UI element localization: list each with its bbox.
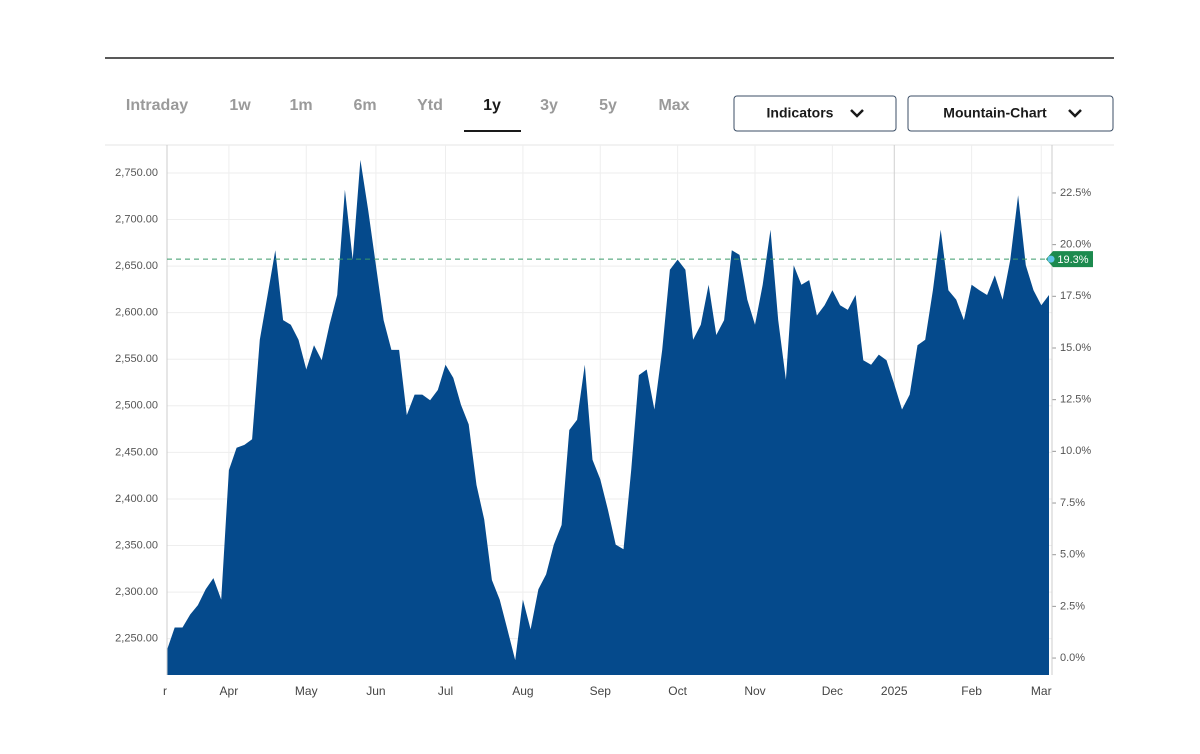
- y2-tick-label: 22.5%: [1060, 187, 1091, 199]
- x-tick-label: May: [295, 684, 318, 698]
- tab[interactable]: Intraday: [126, 97, 188, 114]
- y2-tick-label: 7.5%: [1060, 497, 1085, 509]
- x-tick-label: Mar: [1031, 684, 1052, 698]
- tab[interactable]: Ytd: [417, 97, 443, 114]
- y-tick-label: 2,300.00: [115, 586, 158, 598]
- indicators-button[interactable]: [733, 95, 897, 132]
- badge-label: 19.3%: [1057, 254, 1088, 266]
- y2-tick-label: 17.5%: [1060, 290, 1091, 302]
- y-tick-label: 2,500.00: [115, 400, 158, 412]
- y-tick-label: 2,400.00: [115, 493, 158, 505]
- y-tick-label: 2,450.00: [115, 446, 158, 458]
- y-tick-label: 2,750.00: [115, 167, 158, 179]
- y-tick-label: 2,650.00: [115, 260, 158, 272]
- button-label[interactable]: Indicators: [767, 105, 834, 121]
- x-tick-label: Dec: [822, 684, 843, 698]
- tab[interactable]: 1y: [483, 97, 501, 114]
- x-tick-label: Oct: [668, 684, 687, 698]
- tab[interactable]: 5y: [599, 97, 617, 114]
- x-tick-label: Jun: [366, 684, 385, 698]
- y-tick-label: 2,250.00: [115, 633, 158, 645]
- x-tick-label: 2025: [881, 684, 908, 698]
- x-tick-label: Apr: [220, 684, 239, 698]
- x-tick-label: Jul: [438, 684, 453, 698]
- x-tick-label: Nov: [744, 684, 765, 698]
- y2-tick-label: 12.5%: [1060, 394, 1091, 406]
- badge: [1046, 251, 1093, 268]
- y2-tick-label: 15.0%: [1060, 342, 1091, 354]
- x-tick-label: Sep: [590, 684, 612, 698]
- y2-tick-label: 20.0%: [1060, 239, 1091, 251]
- x-tick-label: Feb: [961, 684, 982, 698]
- y2-tick-label: 5.0%: [1060, 549, 1085, 561]
- y-tick-label: 2,350.00: [115, 539, 158, 551]
- badge-dot: [1047, 255, 1055, 263]
- tab[interactable]: Max: [658, 97, 689, 114]
- chevron[interactable]: [1068, 109, 1082, 118]
- y-tick-label: 2,600.00: [115, 307, 158, 319]
- x-tick-label: Aug: [512, 684, 533, 698]
- y-tick-label: 2,550.00: [115, 353, 158, 365]
- tab[interactable]: 1m: [289, 97, 312, 114]
- y-tick-label: 2,700.00: [115, 213, 158, 225]
- chart-type-button[interactable]: [907, 95, 1114, 132]
- button-label[interactable]: Mountain-Chart: [943, 105, 1047, 121]
- y2-tick-label: 0.0%: [1060, 652, 1085, 664]
- y2-tick-label: 2.5%: [1060, 600, 1085, 612]
- area: [167, 159, 1049, 675]
- tab[interactable]: 3y: [540, 97, 558, 114]
- tab[interactable]: 6m: [353, 97, 376, 114]
- chevron[interactable]: [850, 109, 864, 118]
- y2-tick-label: 10.0%: [1060, 445, 1091, 457]
- x-tick-label: r: [163, 684, 167, 698]
- tab[interactable]: 1w: [229, 97, 251, 114]
